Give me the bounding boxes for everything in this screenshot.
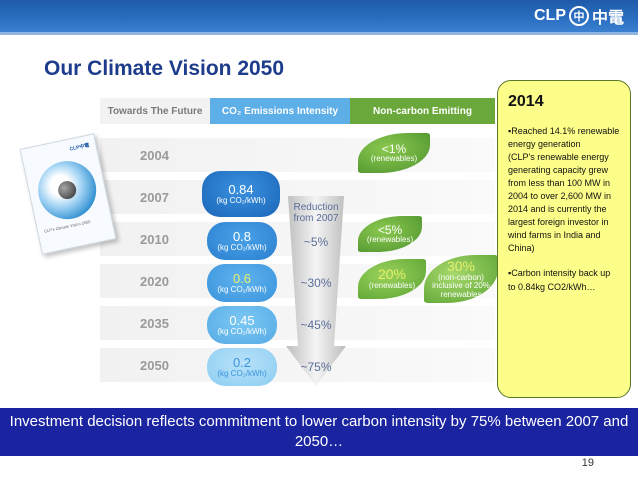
year-label: 2035 (140, 316, 169, 331)
year-label: 2020 (140, 274, 169, 289)
noncarbon-value: 20% (377, 266, 407, 283)
intensity-unit: (kg CO₂/kWh) (217, 368, 267, 378)
header-stripe (0, 32, 638, 35)
info-year: 2014 (508, 93, 544, 110)
column-header-future: Towards The Future (100, 98, 210, 124)
intensity-cloud-2035: 0.45 (kg CO₂/kWh) (207, 306, 277, 344)
logo-circle-icon: 中 (568, 6, 589, 26)
intensity-value: 0.6 (232, 270, 252, 286)
noncarbon-unit: (renewables) (366, 235, 414, 245)
intensity-cloud-2050: 0.2 (kg CO₂/kWh) (207, 348, 277, 386)
intensity-cloud-2007: 0.84 (kg CO₂/kWh) (202, 171, 280, 217)
year-label: 2010 (140, 232, 169, 247)
intensity-value: 0.8 (232, 228, 252, 244)
brochure-logo: CLP中電 (69, 142, 91, 153)
slide-title: Our Climate Vision 2050 (44, 57, 285, 80)
column-header-intensity: CO₂ Emissions Intensity (210, 98, 350, 124)
noncarbon-unit: (non-carbon) inclusive of 20% renewables (432, 272, 490, 299)
column-header-noncarbon: Non-carbon Emitting (350, 98, 495, 124)
reduction-value-2035: ~45% (300, 318, 332, 332)
reduction-value-2050: ~75% (300, 360, 332, 374)
intensity-cloud-2010: 0.8 (kg CO₂/kWh) (207, 222, 277, 260)
reduction-label: Reduction from 2007 (293, 202, 339, 224)
down-arrow-icon (286, 196, 346, 386)
intensity-value: 0.2 (232, 354, 252, 370)
intensity-unit: (kg CO₂/kWh) (216, 195, 266, 205)
leaf-2020-noncarbon: 30% (non-carbon) inclusive of 20% renewa… (424, 255, 498, 303)
intensity-unit: (kg CO₂/kWh) (217, 326, 267, 336)
header-bar (0, 0, 638, 32)
conclusion-banner: Investment decision reflects commitment … (0, 408, 638, 456)
noncarbon-value: 30% (446, 258, 476, 275)
noncarbon-value: <1% (381, 141, 407, 156)
year-label: 2007 (140, 190, 169, 205)
intensity-value: 0.84 (228, 181, 254, 197)
info-paragraph-intensity: ▪Carbon intensity back up to 0.84kg CO2/… (508, 268, 611, 292)
reduction-value-2020: ~30% (300, 276, 332, 290)
logo-text: CLP (533, 7, 566, 24)
clp-logo: CLP 中 中電 (534, 5, 624, 27)
info-box: 2014 ▪Reached 14.1% renewable energy gen… (497, 80, 631, 398)
page-number: 19 (581, 457, 594, 469)
logo-chinese: 中電 (591, 10, 624, 27)
noncarbon-value: <5% (377, 222, 403, 237)
brochure-title: CLP's Climate Vision 2050 (43, 219, 91, 234)
intensity-unit: (kg CO₂/kWh) (217, 284, 267, 294)
info-paragraph-renewables: ▪Reached 14.1% renewable energy generati… (508, 126, 620, 254)
intensity-value: 0.45 (229, 312, 255, 328)
year-label: 2004 (140, 148, 169, 163)
intensity-unit: (kg CO₂/kWh) (217, 242, 267, 252)
year-label: 2050 (140, 358, 169, 373)
intensity-cloud-2020: 0.6 (kg CO₂/kWh) (207, 264, 277, 302)
noncarbon-unit: (renewables) (370, 154, 418, 164)
reduction-value-2010: ~5% (303, 235, 329, 249)
noncarbon-unit: (renewables) (368, 281, 416, 291)
